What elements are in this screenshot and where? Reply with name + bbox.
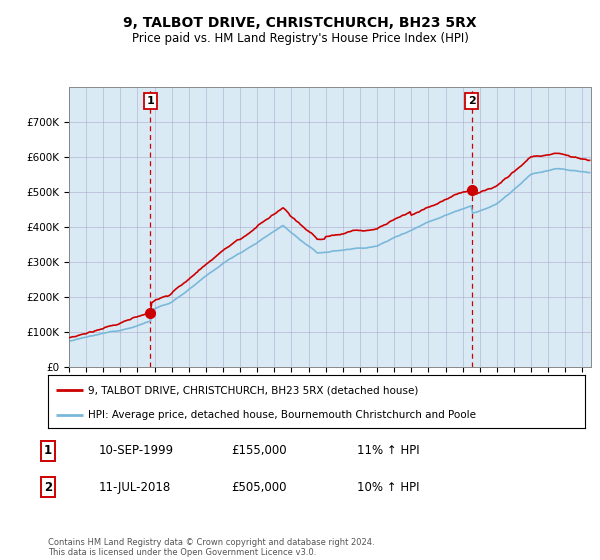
Text: 2: 2 <box>44 480 52 494</box>
Text: 9, TALBOT DRIVE, CHRISTCHURCH, BH23 5RX (detached house): 9, TALBOT DRIVE, CHRISTCHURCH, BH23 5RX … <box>88 385 419 395</box>
Text: 9, TALBOT DRIVE, CHRISTCHURCH, BH23 5RX: 9, TALBOT DRIVE, CHRISTCHURCH, BH23 5RX <box>123 16 477 30</box>
Text: Price paid vs. HM Land Registry's House Price Index (HPI): Price paid vs. HM Land Registry's House … <box>131 32 469 45</box>
Text: 2: 2 <box>468 96 476 106</box>
Text: 10-SEP-1999: 10-SEP-1999 <box>99 444 174 458</box>
Text: £505,000: £505,000 <box>231 480 287 494</box>
Text: 1: 1 <box>44 444 52 458</box>
Text: £155,000: £155,000 <box>231 444 287 458</box>
Text: 1: 1 <box>146 96 154 106</box>
Text: 11-JUL-2018: 11-JUL-2018 <box>99 480 171 494</box>
Text: 11% ↑ HPI: 11% ↑ HPI <box>357 444 419 458</box>
Text: 10% ↑ HPI: 10% ↑ HPI <box>357 480 419 494</box>
Text: HPI: Average price, detached house, Bournemouth Christchurch and Poole: HPI: Average price, detached house, Bour… <box>88 410 476 420</box>
Text: Contains HM Land Registry data © Crown copyright and database right 2024.
This d: Contains HM Land Registry data © Crown c… <box>48 538 374 557</box>
